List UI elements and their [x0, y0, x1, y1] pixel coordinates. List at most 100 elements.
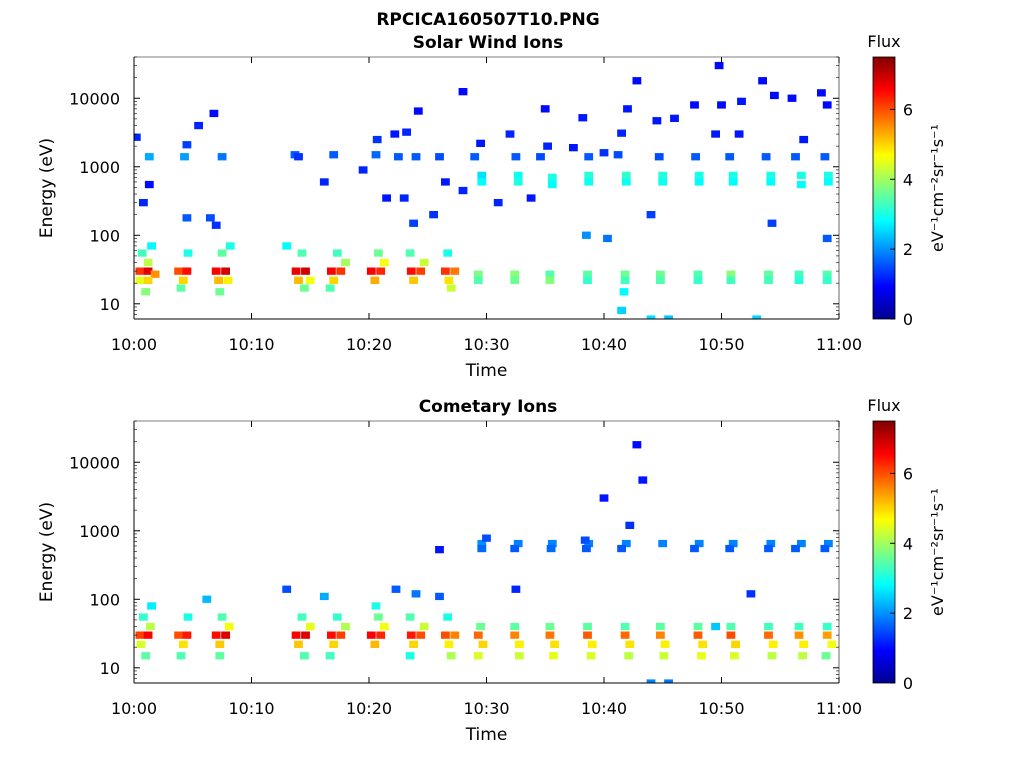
heatmap-cell [409, 219, 418, 227]
heatmap-cell [787, 94, 797, 102]
x-tick-label: 11:00 [816, 335, 862, 354]
heatmap-cell [693, 270, 703, 278]
figure-title: RPCICA160507T10.PNG [376, 10, 599, 30]
heatmap-cell [654, 153, 664, 161]
heatmap-cell [513, 171, 523, 179]
heatmap-cell [734, 130, 744, 138]
heatmap-cell [822, 270, 832, 278]
heatmap-cell [376, 631, 386, 639]
heatmap-cell [329, 151, 339, 159]
x-tick-label: 11:00 [816, 699, 862, 718]
heatmap-cell [305, 622, 315, 631]
heatmap-cell [717, 101, 726, 109]
heatmap-cell [791, 544, 800, 553]
heatmap-cell [370, 276, 380, 284]
heatmap-cell [473, 270, 483, 278]
y-tick-label: 100 [89, 590, 120, 609]
heatmap-cell [450, 267, 460, 275]
heatmap-cell [766, 178, 776, 186]
heatmap-cell [379, 622, 389, 631]
heatmap-cell [174, 631, 183, 639]
heatmap-cell [824, 171, 833, 179]
heatmap-cell [194, 121, 203, 130]
heatmap-cell [221, 267, 230, 275]
heatmap-cell [446, 284, 456, 292]
heatmap-cell [728, 539, 738, 548]
heatmap-cell [694, 178, 704, 186]
panel-title: Cometary Ions [419, 397, 558, 417]
x-tick-label: 10:40 [581, 699, 627, 718]
heatmap-cell [435, 546, 444, 554]
heatmap-cell [599, 149, 609, 157]
heatmap-cell [620, 631, 630, 639]
heatmap-cell [515, 640, 524, 648]
heatmap-cell [621, 539, 631, 548]
heatmap-cell [799, 135, 809, 144]
heatmap-cell [391, 585, 401, 593]
heatmap-cell [822, 622, 832, 631]
heatmap-cell [214, 276, 223, 284]
heatmap-cell [435, 592, 444, 601]
heatmap-cell [511, 153, 521, 161]
heatmap-cell [297, 613, 307, 621]
colorbar-label: Flux [867, 32, 900, 51]
x-axis-title: Time [465, 361, 508, 381]
heatmap-cell [372, 135, 382, 144]
heatmap-cell [768, 640, 778, 648]
heatmap-cell [416, 267, 426, 275]
colorbar-tick-label: 2 [903, 604, 913, 623]
heatmap-cell [327, 631, 336, 639]
heatmap-cell [358, 166, 368, 174]
heatmap-cells [134, 61, 833, 319]
heatmap-cell [143, 258, 153, 267]
heatmap-cell [332, 613, 342, 621]
heatmap-cell [180, 153, 189, 161]
heatmap-cell [693, 631, 703, 639]
heatmap-cell [134, 133, 141, 141]
heatmap-cell [746, 590, 756, 598]
heatmap-cell [822, 631, 832, 639]
heatmap-cell [341, 622, 350, 631]
heatmap-cell [409, 640, 418, 648]
panel-cometary: Cometary Ions 10:00 10:10 10:20 10:30 10:40 10… [37, 396, 947, 745]
heatmap-cell [624, 652, 634, 660]
heatmap-cell [405, 249, 415, 257]
heatmap-cell [690, 101, 699, 109]
heatmap-cell [726, 270, 736, 278]
heatmap-cell [513, 539, 523, 548]
heatmap-cell [536, 153, 545, 161]
heatmap-cell [693, 276, 703, 284]
heatmap-cell [767, 219, 777, 227]
heatmap-cell [435, 153, 444, 161]
heatmap-cell [510, 276, 520, 284]
heatmap-cell [617, 306, 626, 315]
heatmap-cell [406, 631, 416, 639]
heatmap-cell [737, 97, 746, 105]
heatmap-cell [584, 171, 594, 179]
heatmap-cell [547, 539, 557, 548]
heatmap-cell [656, 270, 665, 278]
heatmap-cell [584, 178, 594, 186]
heatmap-cell [493, 199, 503, 207]
heatmap-cell [147, 602, 156, 610]
heatmap-cell [390, 130, 400, 138]
colorbar-units: eV⁻¹cm⁻²sr⁻¹s⁻¹ [928, 488, 947, 616]
heatmap-cell [731, 640, 740, 648]
x-tick-label: 10:10 [228, 699, 274, 718]
heatmap-cell [586, 652, 596, 660]
heatmap-cell [510, 544, 520, 553]
heatmap-cell [294, 153, 303, 161]
heatmap-cell [545, 270, 555, 278]
heatmap-cell [625, 521, 635, 529]
heatmap-cell [329, 640, 339, 648]
x-tick-label: 10:10 [228, 335, 274, 354]
heatmap-cell [725, 544, 735, 553]
heatmap-cell [329, 276, 339, 284]
heatmap-cell [366, 267, 376, 275]
heatmap-cell [658, 539, 668, 548]
heatmap-cell [301, 631, 310, 639]
heatmap-cell [211, 267, 221, 275]
heatmap-cell [794, 270, 804, 278]
heatmap-cell [374, 613, 383, 621]
heatmap-cell [182, 214, 192, 222]
